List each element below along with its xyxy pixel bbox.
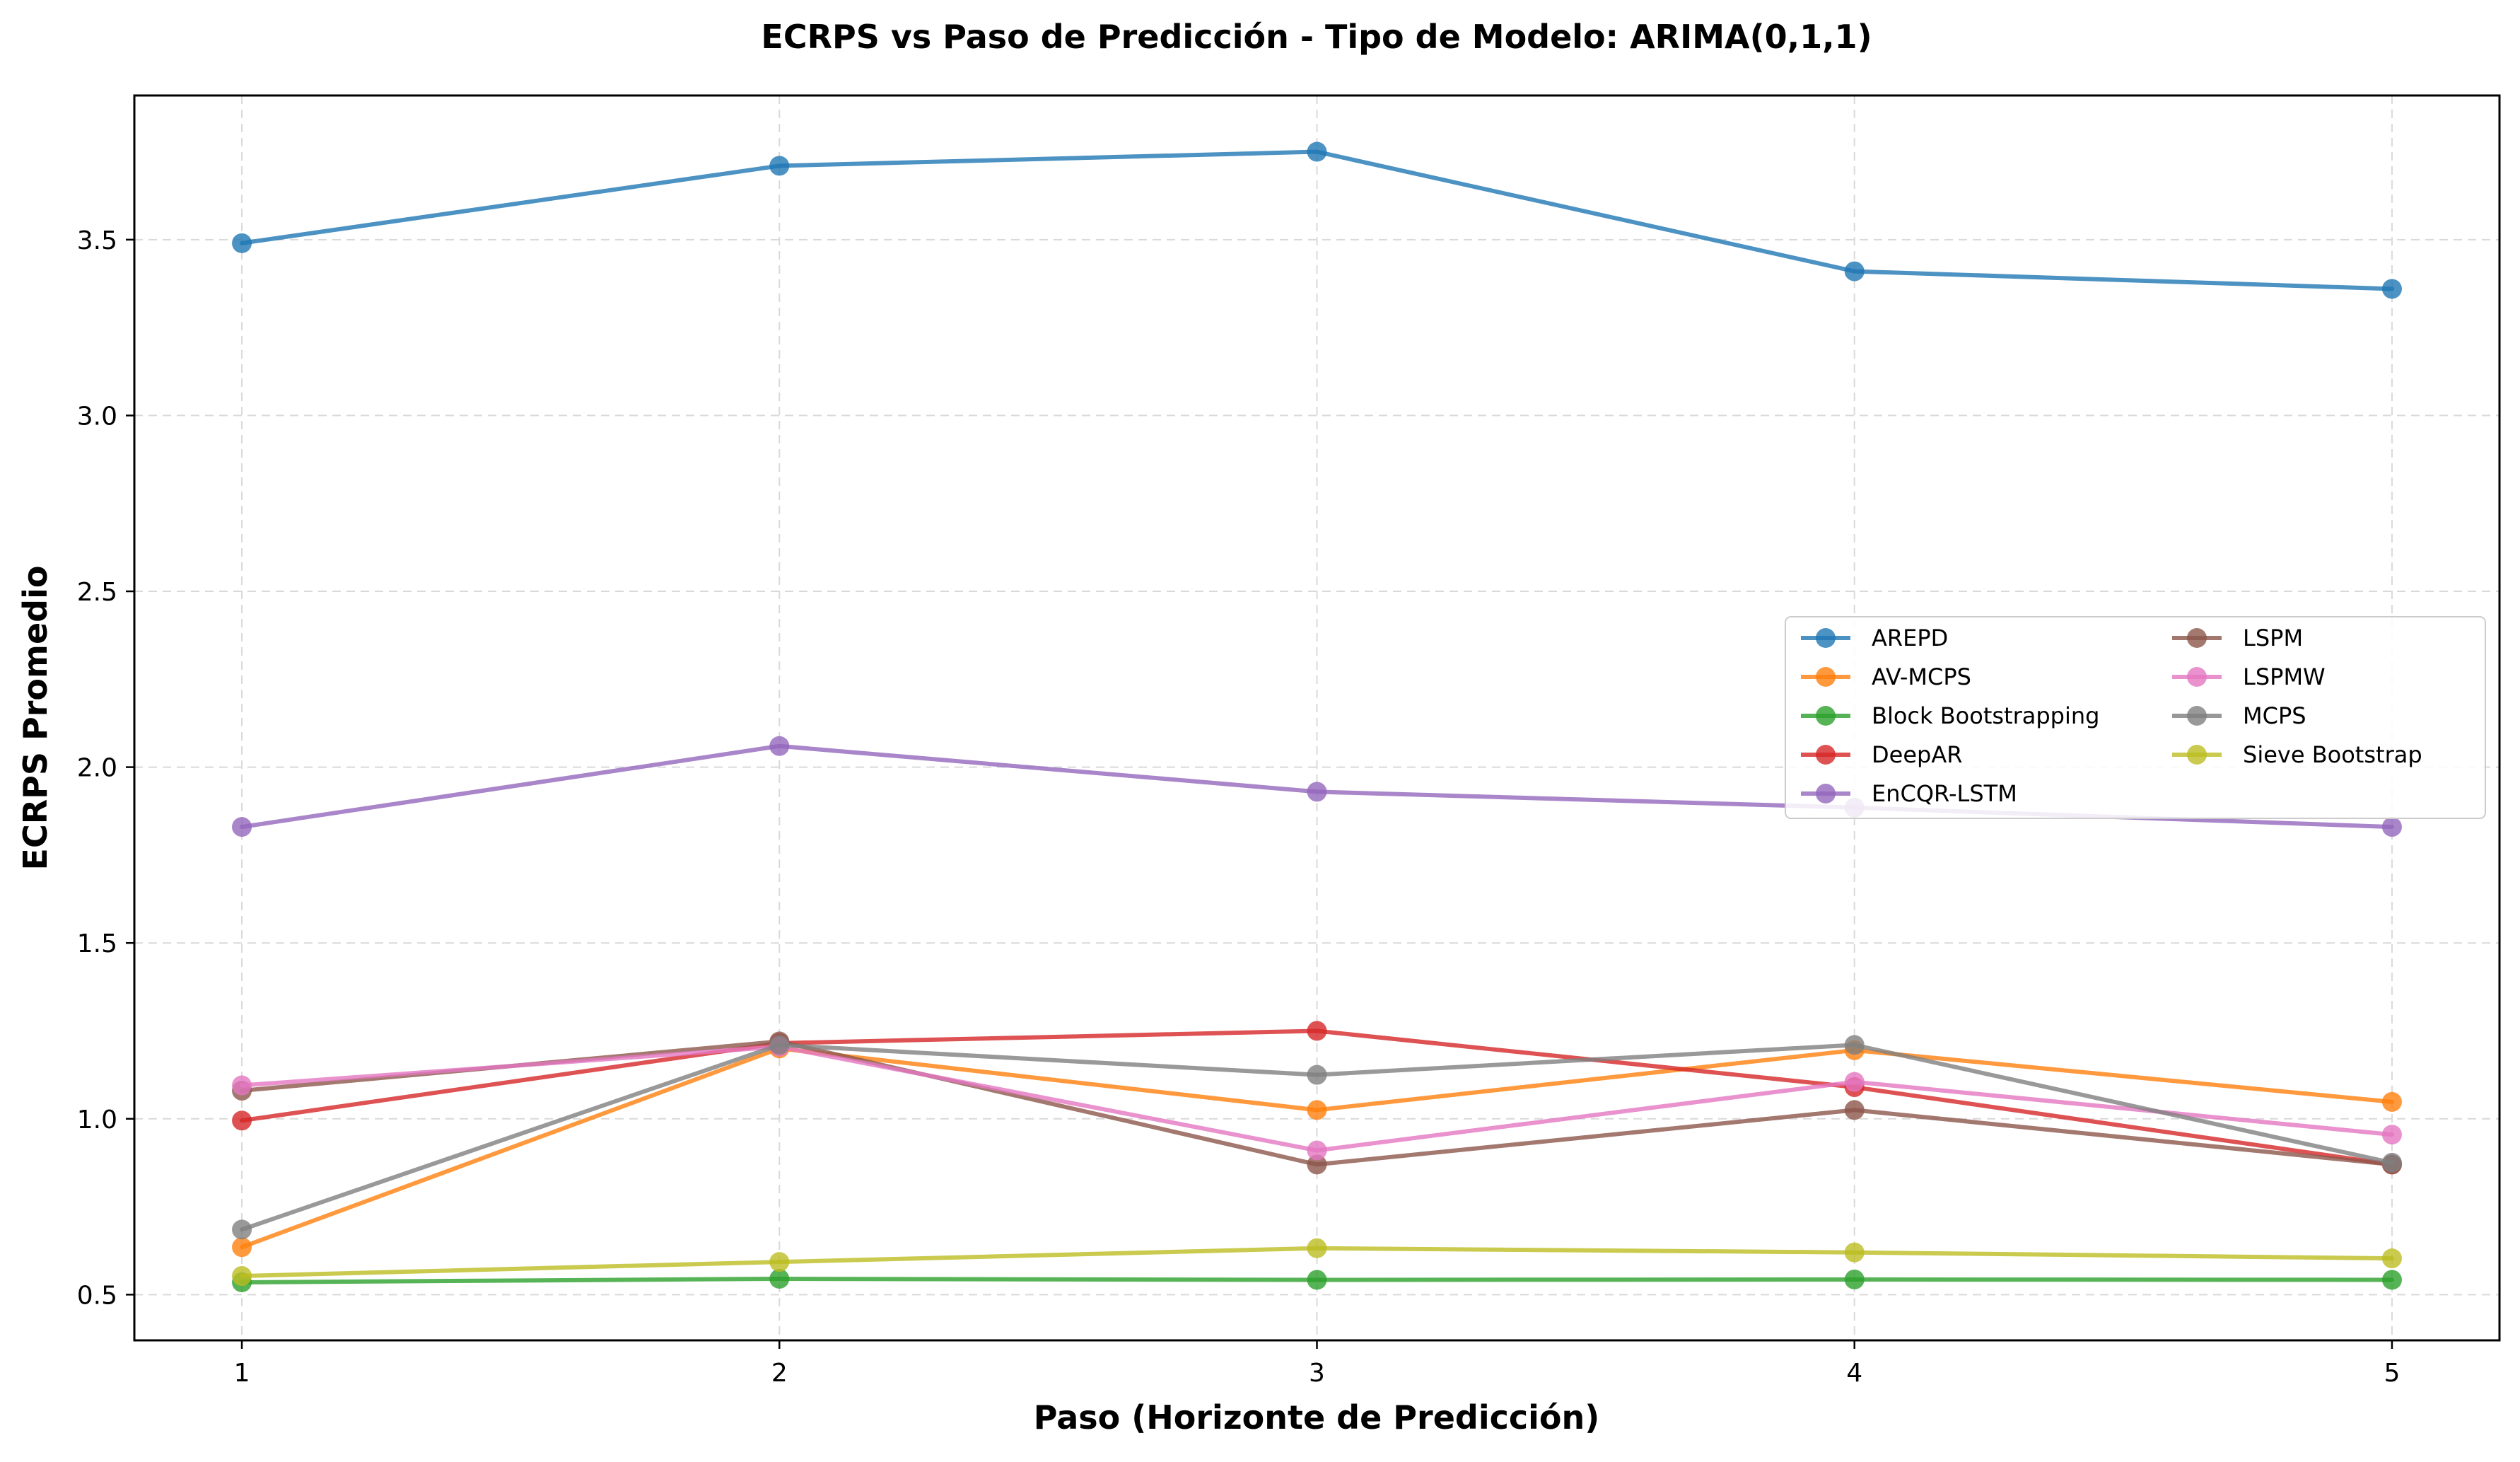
y-tick-label: 1.5 [77,929,117,958]
data-point [2381,1152,2402,1173]
legend-marker [1816,667,1836,687]
legend-item: AV-MCPS [1801,663,1971,690]
data-point [2381,1125,2402,1145]
legend-label: EnCQR-LSTM [1872,780,2017,807]
legend: AREPD AV-MCPS Block Bootstrapping DeepAR EnC… [1785,616,2486,819]
legend-label: Block Bootstrapping [1872,702,2099,729]
y-tick-label: 3.0 [77,402,117,431]
series-mcps [232,1035,2402,1240]
data-point [232,233,252,253]
data-point [232,817,252,837]
x-tick-label: 5 [2384,1359,2401,1388]
data-point [1307,1100,1327,1120]
data-point [1307,1021,1327,1041]
series-sieve-bootstrap [232,1238,2402,1287]
legend-item: LSPMW [2172,663,2326,690]
y-tick-label: 0.5 [77,1281,117,1310]
data-point [1844,261,1865,282]
y-tick-label: 2.0 [77,754,117,783]
data-point [769,736,790,756]
y-axis: 0.5 1.0 1.5 2.0 2.5 3.0 3.5 [77,226,134,1310]
x-tick-label: 3 [1309,1359,1325,1388]
data-point [1307,1140,1327,1161]
data-point [2381,1270,2402,1290]
legend-marker [2187,667,2207,687]
legend-label: LSPMW [2243,663,2326,690]
legend-item: MCPS [2172,702,2306,729]
legend-marker [2187,628,2207,648]
data-point [232,1237,252,1258]
data-point [1307,1154,1327,1175]
legend-marker [2187,745,2207,765]
series-arepd [232,141,2402,299]
data-point [2381,279,2402,299]
data-point [769,1252,790,1272]
series-lspmw [232,1036,2402,1161]
legend-item: Block Bootstrapping [1801,702,2099,729]
data-point [769,1268,790,1289]
series-layer [232,141,2402,1292]
legend-label: AV-MCPS [1872,663,1971,690]
legend-item: DeepAR [1801,741,1962,768]
y-tick-label: 3.5 [77,226,117,255]
x-tick-label: 1 [234,1359,250,1388]
data-point [1307,1064,1327,1085]
x-tick-label: 4 [1846,1359,1862,1388]
data-point [2381,1091,2402,1112]
legend-box [1785,616,2486,819]
y-tick-label: 2.5 [77,578,117,607]
data-point [769,1035,790,1055]
data-point [232,1075,252,1096]
legend-marker [1816,706,1836,726]
data-point [232,1219,252,1240]
legend-label: DeepAR [1872,741,1962,768]
data-point [1307,1238,1327,1258]
data-point [232,1266,252,1287]
data-point [1844,1100,1865,1120]
data-point [1307,141,1327,162]
y-axis-label: ECRPS Promedio [16,566,54,871]
legend-marker [1816,745,1836,765]
legend-marker [1816,784,1836,803]
data-point [1844,1242,1865,1263]
legend-item: LSPM [2172,625,2303,651]
legend-item: Sieve Bootstrap [2172,741,2422,768]
legend-label: AREPD [1872,625,1948,651]
data-point [1307,782,1327,802]
series-block-bootstrapping [232,1268,2402,1292]
x-axis: 1 2 3 4 5 [234,1340,2401,1388]
data-point [232,1110,252,1131]
x-axis-label: Paso (Horizonte de Predicción) [1034,1398,1600,1437]
legend-label: LSPM [2243,625,2303,651]
x-tick-label: 2 [771,1359,788,1388]
data-point [769,156,790,176]
data-point [1844,1072,1865,1092]
data-point [2381,817,2402,837]
legend-label: MCPS [2243,702,2306,729]
legend-marker [1816,628,1836,648]
legend-item: EnCQR-LSTM [1801,780,2017,807]
legend-label: Sieve Bootstrap [2243,741,2422,768]
data-point [1844,1269,1865,1289]
chart-title: ECRPS vs Paso de Predicción - Tipo de Mo… [761,18,1872,56]
legend-marker [2187,706,2207,726]
data-point [1307,1270,1327,1290]
data-point [2381,1248,2402,1269]
legend-item: AREPD [1801,625,1948,651]
data-point [1844,1035,1865,1055]
y-tick-label: 1.0 [77,1106,117,1135]
